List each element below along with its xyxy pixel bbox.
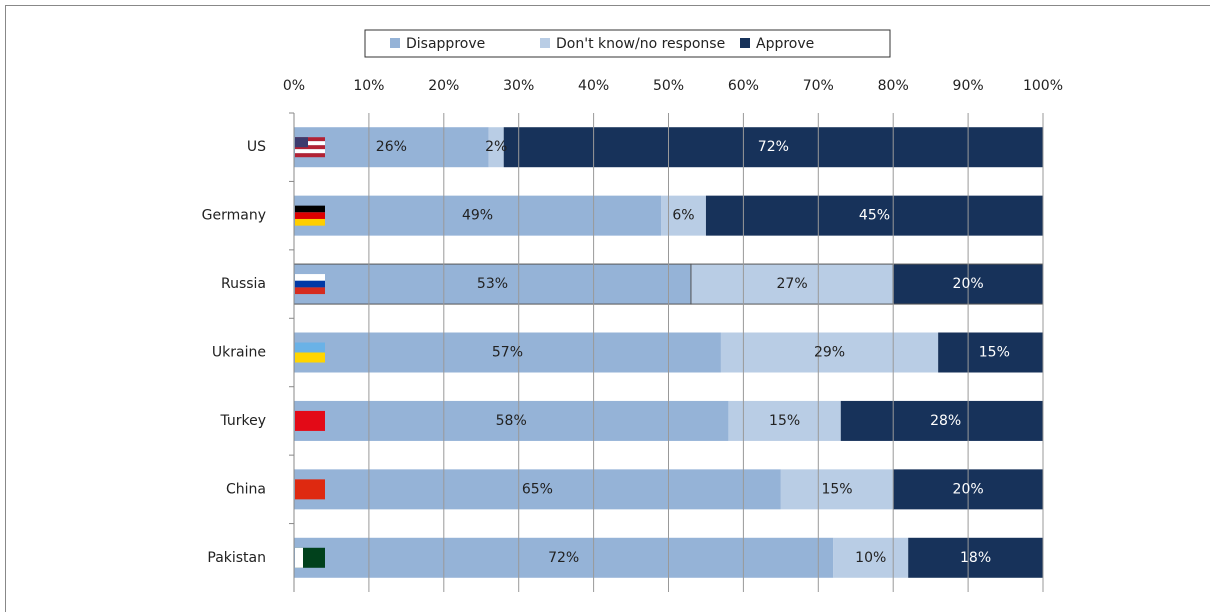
value-label: 10% [855, 550, 886, 566]
y-tick-label: US [247, 139, 266, 155]
legend-swatch [390, 38, 400, 48]
flag-stripe [295, 212, 325, 219]
value-label: 15% [979, 345, 1010, 361]
value-label: 57% [492, 345, 523, 361]
value-label: 15% [821, 481, 852, 497]
value-label: 29% [814, 345, 845, 361]
y-tick-label: Pakistan [207, 550, 266, 566]
flag-stripe [295, 479, 325, 499]
flag-stripe [295, 343, 325, 348]
legend-swatch [740, 38, 750, 48]
x-tick-label: 30% [503, 78, 534, 94]
flag-stripe [295, 149, 325, 153]
y-tick-label: Ukraine [212, 345, 266, 361]
value-label: 28% [930, 413, 961, 429]
value-label: 20% [953, 276, 984, 292]
flag-stripe [295, 348, 325, 353]
value-label: 58% [496, 413, 527, 429]
flag-hoist [295, 548, 303, 568]
flag-stripe [295, 274, 325, 281]
flag-stripe [295, 287, 325, 294]
plot [294, 127, 1050, 578]
x-tick-label: 50% [653, 78, 684, 94]
x-tick-label: 70% [803, 78, 834, 94]
x-tick-label: 100% [1023, 78, 1063, 94]
flag-stripe [295, 353, 325, 358]
value-label: 2% [485, 139, 507, 155]
flag-stripe [295, 281, 325, 288]
legend-label: Don't know/no response [556, 36, 725, 52]
y-tick-label: China [226, 481, 266, 497]
y-tick-label: Russia [221, 276, 266, 292]
flag-stripe [295, 153, 325, 157]
value-label: 72% [548, 550, 579, 566]
value-label: 20% [953, 481, 984, 497]
frame [6, 6, 1210, 613]
y-tick-label: Germany [202, 208, 266, 224]
flag-stripe [295, 358, 325, 363]
x-tick-label: 40% [578, 78, 609, 94]
value-label: 49% [462, 208, 493, 224]
flag-stripe [295, 206, 325, 213]
value-label: 27% [777, 276, 808, 292]
flag-stripe [295, 219, 325, 226]
legend-label: Approve [756, 36, 814, 52]
flag-canton [295, 137, 308, 147]
value-label: 65% [522, 481, 553, 497]
x-tick-label: 0% [283, 78, 305, 94]
x-tick-label: 80% [878, 78, 909, 94]
legend-label: Disapprove [406, 36, 485, 52]
value-label: 53% [477, 276, 508, 292]
y-tick-label: Turkey [219, 413, 266, 429]
value-label: 15% [769, 413, 800, 429]
x-tick-label: 60% [728, 78, 759, 94]
x-tick-label: 20% [428, 78, 459, 94]
value-label: 6% [672, 208, 694, 224]
value-label: 18% [960, 550, 991, 566]
legend-swatch [540, 38, 550, 48]
value-label: 45% [859, 208, 890, 224]
value-label: 72% [758, 139, 789, 155]
x-tick-label: 10% [353, 78, 384, 94]
value-label: 26% [376, 139, 407, 155]
flag-stripe [295, 411, 325, 431]
x-tick-label: 90% [953, 78, 984, 94]
